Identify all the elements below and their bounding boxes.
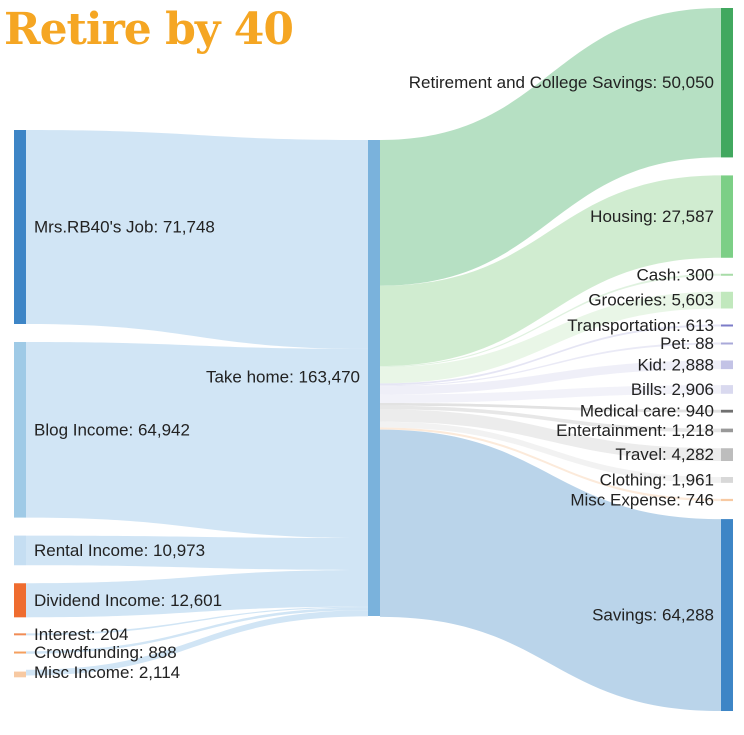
flow-misc-income — [26, 610, 368, 676]
node-entertainment — [721, 428, 733, 433]
flow-housing — [380, 175, 721, 367]
node-layer — [14, 8, 733, 712]
label-cash: Cash: 300 — [637, 265, 715, 284]
node-bills — [721, 385, 733, 394]
flow-entertainment — [380, 405, 721, 433]
flow-job — [26, 130, 368, 349]
node-blog — [14, 341, 26, 518]
flow-layer — [26, 8, 721, 712]
label-clothing: Clothing: 1,961 — [600, 470, 714, 489]
node-cash — [721, 273, 733, 276]
node-savings — [721, 519, 733, 712]
flow-dividend — [26, 569, 368, 618]
flow-interest — [26, 606, 368, 636]
flow-rental — [26, 535, 368, 570]
label-interest: Interest: 204 — [34, 625, 129, 644]
node-travel — [721, 448, 733, 462]
flow-pet — [380, 342, 721, 387]
flow-crowdfunding — [26, 607, 368, 654]
label-rental: Rental Income: 10,973 — [34, 541, 205, 560]
node-interest — [14, 633, 26, 636]
label-dividend: Dividend Income: 12,601 — [34, 591, 222, 610]
node-job — [14, 130, 26, 324]
retire-by-40-logo: Retire by 40 — [4, 4, 294, 55]
node-clothing — [721, 477, 733, 483]
flow-travel — [380, 409, 721, 462]
node-retirement — [721, 8, 733, 158]
node-medical — [721, 409, 733, 413]
node-misc-income — [14, 671, 26, 678]
flow-retirement — [380, 8, 721, 286]
label-retirement: Retirement and College Savings: 50,050 — [409, 73, 714, 92]
node-pet — [721, 342, 733, 345]
flow-groceries — [380, 291, 721, 384]
flow-cash — [380, 273, 721, 368]
label-crowdfunding: Crowdfunding: 888 — [34, 643, 177, 662]
label-pet: Pet: 88 — [660, 334, 714, 353]
node-housing — [721, 175, 733, 258]
flow-misc-expense — [380, 427, 721, 502]
label-groceries: Groceries: 5,603 — [588, 291, 714, 310]
node-dividend — [14, 583, 26, 618]
flow-bills — [380, 385, 721, 404]
label-kid: Kid: 2,888 — [637, 355, 714, 374]
label-misc-expense: Misc Expense: 746 — [570, 490, 714, 509]
label-blog: Blog Income: 64,942 — [34, 420, 190, 439]
flow-kid — [380, 360, 721, 395]
node-take-home — [368, 140, 380, 616]
flow-blog — [26, 341, 368, 539]
label-travel: Travel: 4,282 — [615, 445, 714, 464]
node-rental — [14, 535, 26, 566]
label-savings: Savings: 64,288 — [592, 606, 714, 625]
label-bills: Bills: 2,906 — [631, 380, 714, 399]
node-groceries — [721, 291, 733, 309]
node-kid — [721, 360, 733, 370]
flow-medical — [380, 403, 721, 413]
label-entertainment: Entertainment: 1,218 — [556, 421, 714, 440]
node-crowdfunding — [14, 651, 26, 654]
label-layer: Mrs.RB40's Job: 71,748 Blog Income: 64,94… — [34, 73, 714, 682]
flow-transportation — [380, 324, 721, 386]
label-misc-income: Misc Income: 2,114 — [34, 663, 180, 682]
flow-savings — [380, 429, 721, 712]
flow-clothing — [380, 421, 721, 483]
node-misc-expense — [721, 498, 733, 502]
label-take-home: Take home: 163,470 — [206, 367, 360, 386]
label-transportation: Transportation: 613 — [567, 316, 714, 335]
label-housing: Housing: 27,587 — [590, 207, 714, 226]
label-medical: Medical care: 940 — [580, 402, 714, 421]
label-job: Mrs.RB40's Job: 71,748 — [34, 217, 215, 236]
node-transportation — [721, 324, 733, 327]
